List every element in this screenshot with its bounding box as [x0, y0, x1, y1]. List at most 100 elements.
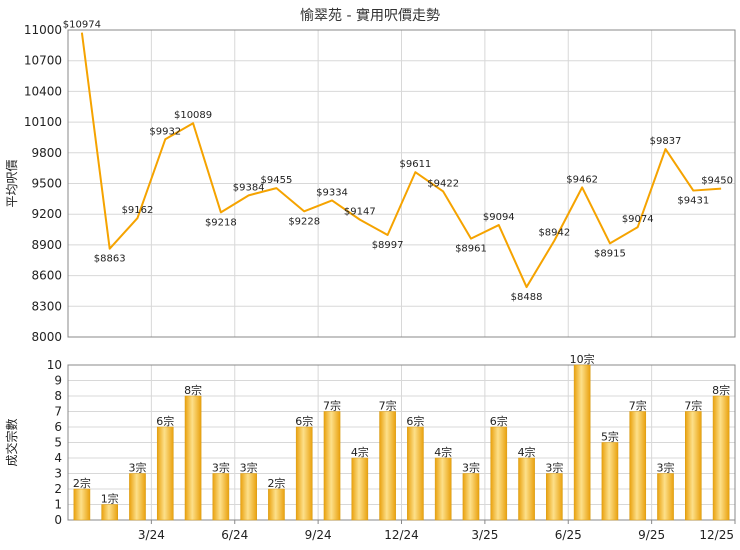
- price-y-tick-label: 8900: [31, 238, 62, 252]
- price-y-tick-label: 9500: [31, 177, 62, 191]
- price-point-label: $9431: [677, 196, 709, 207]
- price-point-label: $9450: [701, 176, 733, 187]
- volume-bar-label: 7宗: [379, 399, 397, 413]
- price-series: [80, 32, 722, 289]
- price-point-label: $8997: [372, 240, 404, 251]
- price-point-label: $10089: [174, 110, 212, 121]
- volume-bar: [212, 473, 230, 521]
- volume-bar: [518, 457, 535, 521]
- volume-bar: [573, 364, 591, 521]
- volume-y-tick-label: 8: [54, 389, 62, 403]
- price-labels: $10974 $8863 $9162 $9932 $10089 $9218 $9384 $94…: [63, 20, 733, 303]
- volume-bar: [101, 504, 118, 521]
- volume-bar-label: 7宗: [323, 399, 341, 413]
- volume-bar: [601, 442, 619, 521]
- volume-x-tick-label: 12/25: [699, 528, 734, 542]
- volume-x-tick-label: 9/24: [305, 528, 332, 542]
- price-point-label: $8961: [455, 244, 487, 255]
- volume-bar-label: 7宗: [684, 399, 702, 413]
- price-y-tick-label: 8000: [31, 330, 62, 344]
- price-point-label: $9837: [650, 136, 682, 147]
- volume-bar: [240, 473, 257, 521]
- price-point-label: $9422: [427, 178, 459, 189]
- price-point-label: $8488: [511, 292, 543, 303]
- price-point-label: $9094: [483, 212, 515, 223]
- volume-bar-label: 3宗: [212, 461, 230, 475]
- volume-bar: [657, 473, 674, 521]
- volume-bar-label: 2宗: [267, 476, 285, 490]
- volume-bar: [490, 426, 508, 521]
- volume-labels: 2宗 1宗 3宗 6宗 8宗 3宗 3宗 2宗 6宗 7宗 4宗 7宗 6宗 4宗 3宗 6宗 4宗 3宗 10宗 5…: [73, 352, 730, 506]
- price-point-label: $9147: [344, 207, 376, 218]
- chart-title: 愉翠苑 - 實用呎價走勢: [300, 8, 440, 24]
- volume-bar-label: 6宗: [490, 414, 508, 428]
- volume-bar: [295, 426, 313, 521]
- volume-bar-label: 7宗: [629, 399, 647, 413]
- volume-bar: [268, 488, 285, 521]
- volume-y-axis-label: 成交宗數: [4, 418, 19, 466]
- volume-bar-label: 4宗: [518, 445, 536, 459]
- volume-bar-label: 8宗: [184, 383, 202, 397]
- volume-bar-label: 3宗: [462, 461, 480, 475]
- volume-bar: [129, 473, 146, 521]
- volume-bar: [73, 488, 91, 521]
- volume-bar: [712, 395, 730, 521]
- price-y-ticks: 8000 8300 8600 8900 9200 9500 9800 10100 10400 10…: [24, 23, 62, 344]
- volume-bar-label: 3宗: [240, 461, 258, 475]
- volume-bar: [351, 457, 369, 521]
- volume-bar: [407, 426, 424, 521]
- price-point-label: $9932: [149, 126, 181, 137]
- volume-bar: [379, 411, 396, 521]
- price-y-tick-label: 9200: [31, 207, 62, 221]
- volume-bar-label: 4宗: [351, 445, 369, 459]
- price-plot-frame: [67, 29, 736, 338]
- volume-bar: [434, 457, 452, 521]
- volume-bar-label: 6宗: [295, 414, 313, 428]
- price-point-label: $8942: [538, 228, 570, 239]
- price-y-tick-label: 10700: [24, 54, 62, 68]
- volume-bar-label: 1宗: [101, 492, 119, 506]
- price-point-label: $9218: [205, 217, 237, 228]
- volume-bar: [685, 411, 702, 521]
- volume-bar-label: 3宗: [657, 461, 675, 475]
- price-point-label: $9074: [622, 214, 654, 225]
- price-point-label: $8915: [594, 248, 626, 259]
- volume-y-tick-label: 3: [54, 467, 62, 481]
- volume-y-tick-label: 9: [54, 374, 62, 388]
- volume-bar: [546, 473, 563, 521]
- volume-x-tick-label: 6/24: [221, 528, 248, 542]
- volume-bar-label: 5宗: [601, 430, 619, 444]
- volume-y-tick-label: 10: [47, 358, 62, 372]
- price-point-label: $9162: [122, 205, 154, 216]
- volume-y-ticks: 01 23 45 67 89 10: [47, 358, 62, 527]
- volume-x-tick-label: 6/25: [555, 528, 582, 542]
- price-point-label: $9228: [288, 216, 320, 227]
- volume-bar-label: 4宗: [434, 445, 452, 459]
- volume-x-tick-label: 9/25: [638, 528, 665, 542]
- volume-bar: [629, 411, 647, 521]
- price-point-label: $8863: [94, 254, 126, 265]
- price-point-label: $9334: [316, 187, 348, 198]
- volume-bar-label: 8宗: [712, 383, 730, 397]
- price-y-axis-label: 平均呎價: [5, 159, 19, 207]
- price-y-tick-label: 8300: [31, 299, 62, 313]
- price-y-tick-label: 9800: [31, 146, 62, 160]
- price-y-tick-label: 10400: [24, 84, 62, 98]
- volume-y-tick-label: 7: [54, 405, 62, 419]
- volume-bar-label: 2宗: [73, 476, 91, 490]
- volume-bar: [323, 411, 341, 521]
- price-point-label: $9384: [233, 182, 265, 193]
- volume-y-tick-label: 4: [54, 451, 62, 465]
- volume-y-tick-label: 5: [54, 436, 62, 450]
- volume-bar: [184, 395, 202, 521]
- price-point-label: $9462: [566, 174, 598, 185]
- price-grid: [68, 29, 736, 338]
- volume-y-tick-label: 2: [54, 482, 62, 496]
- price-y-tick-label: 10100: [24, 115, 62, 129]
- price-axes: [67, 29, 736, 338]
- price-line: [80, 32, 722, 289]
- price-point-label: $10974: [63, 20, 101, 31]
- volume-x-tick-label: 3/24: [138, 528, 165, 542]
